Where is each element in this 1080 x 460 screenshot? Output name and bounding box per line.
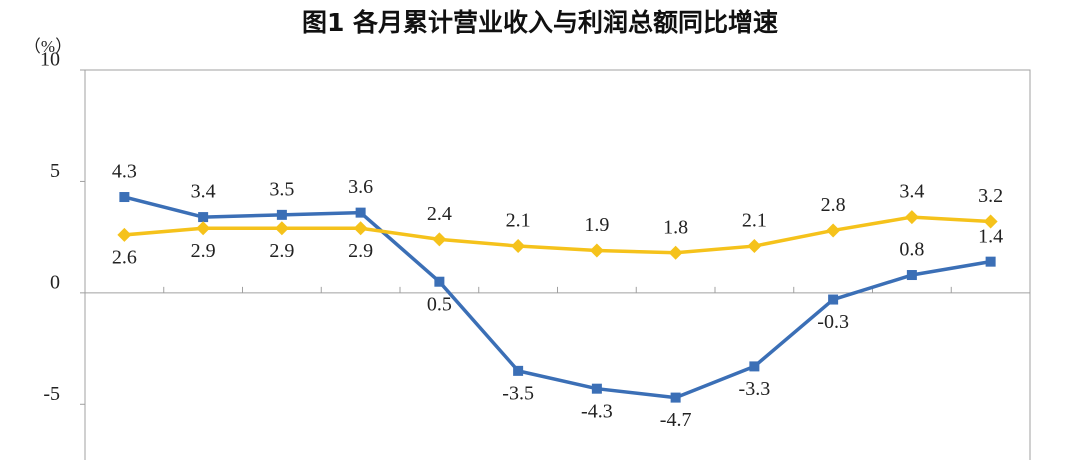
data-label: 3.6 (348, 176, 373, 198)
data-label: 1.9 (584, 214, 609, 236)
data-label: 3.2 (978, 185, 1003, 207)
point-marker (906, 270, 917, 281)
data-label: 2.9 (269, 240, 294, 262)
data-label: 0.5 (427, 293, 452, 315)
data-label: 2.1 (742, 210, 767, 232)
data-label: 2.6 (112, 247, 137, 269)
data-label: 0.8 (899, 239, 924, 261)
data-label: 2.9 (348, 240, 373, 262)
data-label: 1.4 (978, 225, 1003, 247)
point-marker (985, 256, 996, 267)
point-marker (274, 221, 289, 236)
data-label: 3.4 (899, 181, 924, 203)
point-marker (434, 276, 445, 287)
point-marker (198, 212, 209, 223)
point-marker (749, 361, 760, 372)
point-marker (826, 223, 841, 238)
chart-title: 图1 各月累计营业收入与利润总额同比增速 (302, 8, 778, 37)
point-marker (747, 239, 762, 254)
data-label: 3.4 (191, 181, 216, 203)
y-tick-label: -5 (43, 383, 60, 405)
point-marker (511, 239, 526, 254)
data-label: -4.7 (660, 409, 692, 431)
point-marker (983, 214, 998, 229)
data-label: 2.9 (191, 240, 216, 262)
y-axis-unit: （%） (24, 37, 72, 56)
y-tick-label: 10 (40, 49, 60, 71)
y-tick-label: 0 (50, 271, 60, 293)
point-marker (668, 245, 683, 260)
point-marker (117, 227, 132, 242)
point-marker (119, 192, 130, 203)
point-marker (196, 221, 211, 236)
point-marker (513, 365, 524, 376)
data-label: 4.3 (112, 161, 137, 183)
data-label: -4.3 (581, 400, 613, 422)
data-label: 2.8 (821, 194, 846, 216)
series-line (124, 215, 991, 255)
data-label: -0.3 (817, 311, 849, 333)
plot-frame (84, 69, 1031, 460)
data-label: 1.8 (663, 216, 688, 238)
point-marker (670, 392, 681, 403)
point-marker (591, 383, 602, 394)
data-label: -3.3 (739, 378, 771, 400)
point-marker (589, 243, 604, 258)
y-tick-label: 5 (50, 160, 60, 182)
point-marker (353, 221, 368, 236)
data-label: 2.1 (506, 210, 531, 232)
point-marker (828, 294, 839, 305)
data-label: -3.5 (502, 382, 534, 404)
data-label: 2.4 (427, 203, 452, 225)
point-marker (432, 232, 447, 247)
series-line (123, 195, 991, 400)
point-marker (276, 209, 287, 220)
point-marker (355, 207, 366, 218)
point-marker (904, 210, 919, 225)
data-label: 3.5 (269, 178, 294, 200)
